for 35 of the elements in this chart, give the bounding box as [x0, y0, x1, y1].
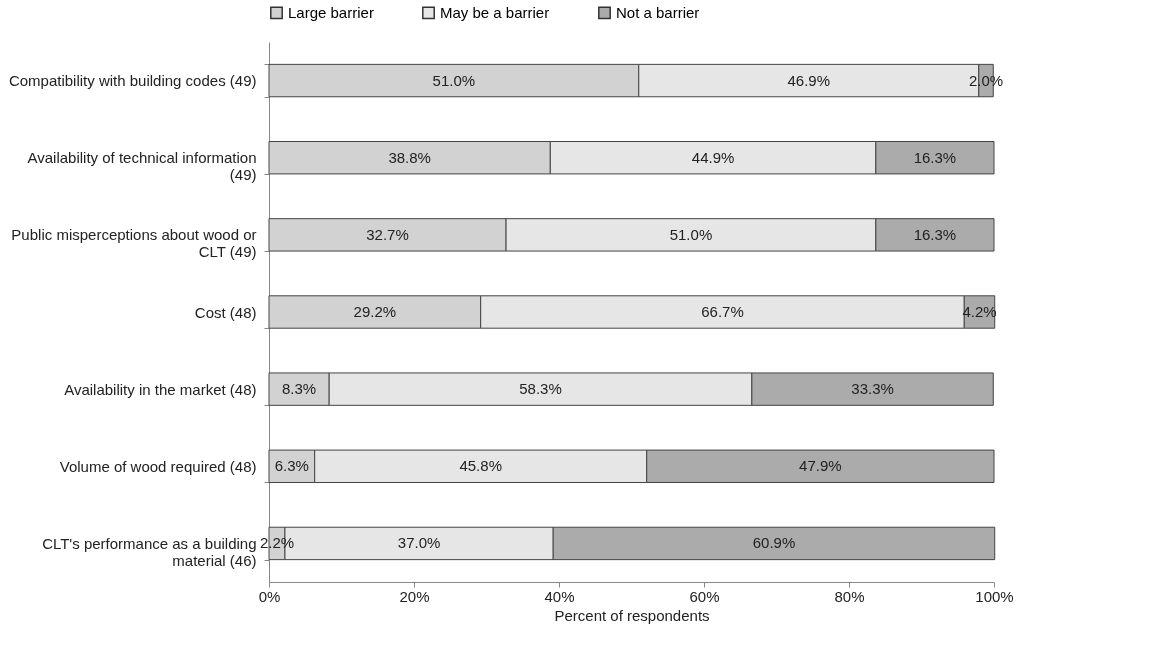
data-label: 47.9%: [799, 457, 842, 475]
data-label: 29.2%: [353, 303, 397, 320]
data-label: 66.7%: [701, 303, 744, 320]
data-label: 51.0%: [432, 71, 476, 89]
y-tick-label: Volume of wood required (48): [59, 457, 257, 475]
data-label: 8.3%: [281, 380, 317, 398]
data-label: 46.9%: [787, 71, 831, 89]
data-label: 6.3%: [274, 457, 309, 475]
data-label: 44.9%: [691, 148, 735, 166]
data-label: 16.3%: [913, 225, 957, 243]
x-axis-title: Percent of respondents: [554, 606, 710, 624]
data-label: 16.3%: [913, 148, 957, 166]
x-tick-label: 60%: [689, 587, 720, 605]
data-label: 38.8%: [388, 148, 431, 166]
y-tick-label: CLT's performance as a building material (46): [42, 534, 257, 569]
x-tick-label: 100%: [975, 587, 1014, 605]
data-label: 58.3%: [519, 380, 562, 398]
data-label: 51.0%: [669, 225, 713, 243]
x-tick-label: 80%: [834, 587, 865, 605]
legend-label: Large barrier: [288, 3, 374, 21]
y-tick-label: Availability in the market (48): [64, 380, 257, 398]
x-tick-label: 0%: [258, 587, 281, 605]
y-tick-label: Public misperceptions about wood or CLT (49): [11, 226, 257, 261]
y-tick-label: Cost (48): [194, 303, 257, 321]
x-tick-label: 20%: [399, 587, 430, 605]
legend-label: May be a barrier: [440, 3, 550, 21]
legend-label: Not a barrier: [616, 3, 700, 21]
y-tick-label: Availability of technical information (49): [27, 149, 257, 184]
y-tick-label: Compatibility with building codes (49): [8, 72, 257, 90]
x-tick-label: 40%: [544, 587, 575, 605]
data-label: 60.9%: [752, 534, 796, 552]
data-label: 32.7%: [366, 225, 409, 243]
data-label: 37.0%: [397, 534, 441, 552]
data-label: 45.8%: [459, 457, 502, 475]
data-label: 33.3%: [851, 380, 894, 398]
